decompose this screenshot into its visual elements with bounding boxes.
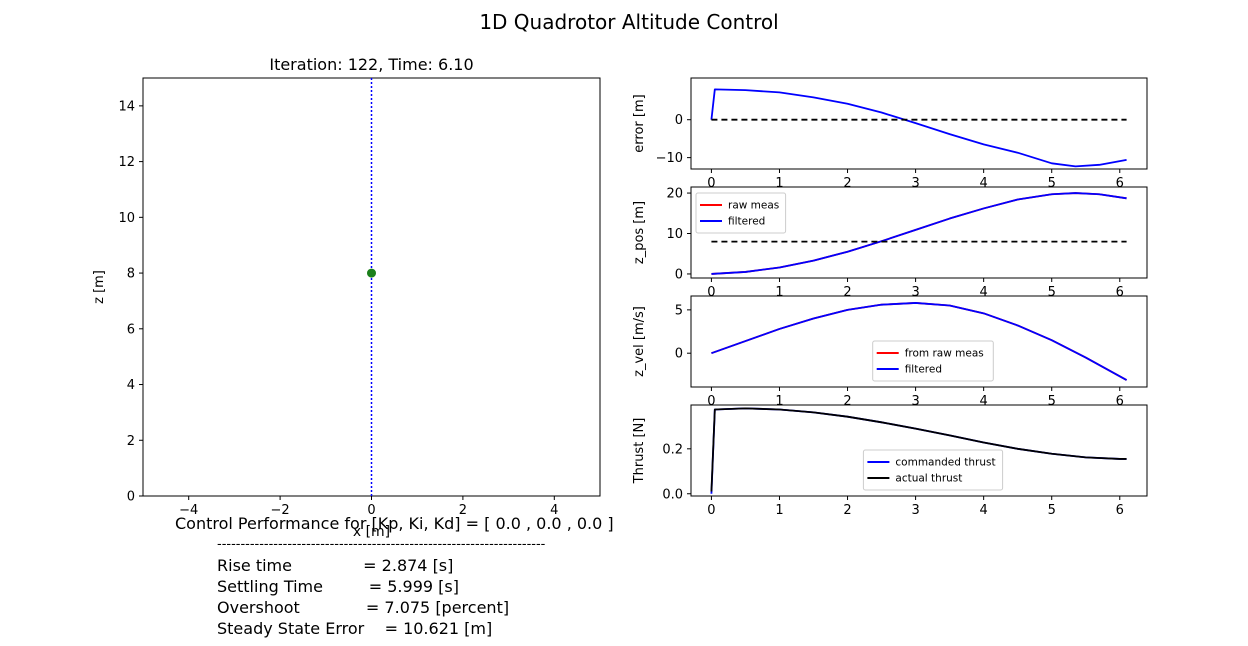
- legend-label: from raw meas: [905, 348, 984, 360]
- overshoot: Overshoot = 7.075 [percent]: [217, 598, 510, 617]
- legend-box: [872, 340, 994, 382]
- axes-frame: [690, 404, 1148, 497]
- y-tick-label: 0.0: [662, 487, 683, 502]
- legend-label: filtered: [728, 216, 765, 228]
- y-tick-label: 0: [675, 347, 683, 362]
- x-tick-label: 3: [911, 503, 919, 518]
- x-tick-label: 6: [1116, 176, 1124, 191]
- x-tick-label: 1: [775, 503, 783, 518]
- performance-separator: ----------------------------------------…: [217, 537, 546, 552]
- legend-box: [862, 449, 1004, 491]
- x-tick-label: 6: [1116, 394, 1124, 409]
- y-tick-label: 5: [675, 303, 683, 318]
- x-tick-label: 4: [550, 503, 558, 518]
- x-tick-label: 1: [775, 285, 783, 300]
- x-tick-label: 5: [1048, 285, 1056, 300]
- y-axis-label: z_pos [m]: [632, 201, 647, 264]
- x-tick-label: 3: [911, 176, 919, 191]
- subplot-3: 0 1 2 3 4 5 6 0 5 z_vel [m/s] from raw meas filtere…: [632, 295, 1148, 409]
- x-tick-label: 4: [980, 503, 988, 518]
- x-tick-label: 3: [911, 285, 919, 300]
- y-tick-label: 0: [675, 267, 683, 282]
- axes-frame: [690, 186, 1148, 279]
- legend: from raw meas filtered: [872, 340, 994, 382]
- x-tick-label: 2: [843, 394, 851, 409]
- subplot-0: −4 −2 0 2 4 0 2 4 6 8 10 12 14 Iteration: 122, Time: …: [92, 55, 601, 540]
- x-tick-label: 4: [980, 285, 988, 300]
- series-line-1: [711, 302, 1128, 381]
- x-tick-label: 4: [980, 394, 988, 409]
- series-line-0: [710, 88, 1127, 168]
- x-tick-label: 0: [707, 503, 715, 518]
- y-axis-label: Thrust [N]: [632, 418, 647, 485]
- y-tick-label: 0.2: [662, 442, 683, 457]
- subplot-1: 0 1 2 3 4 5 6 −10 0 error [m]: [632, 77, 1148, 191]
- rise-time: Rise time = 2.874 [s]: [217, 556, 454, 575]
- series-line-1: [710, 407, 1127, 492]
- steady-state-error: Steady State Error = 10.621 [m]: [217, 619, 493, 638]
- x-tick-label: 0: [707, 285, 715, 300]
- x-axis-label: x [m]: [353, 524, 390, 540]
- settling-time: Settling Time = 5.999 [s]: [217, 577, 459, 596]
- legend-label: commanded thrust: [895, 457, 995, 469]
- y-axis-label: z [m]: [92, 270, 107, 304]
- x-tick-label: 4: [980, 176, 988, 191]
- subplot-title: Iteration: 122, Time: 6.10: [269, 55, 473, 74]
- axes-frame: [690, 77, 1148, 170]
- series-line-1: [711, 192, 1127, 275]
- x-tick-label: 5: [1048, 394, 1056, 409]
- subplot-4: 0 1 2 3 4 5 6 0.0 0.2 Thrust [N] commanded thrust a…: [632, 404, 1148, 518]
- x-tick-label: 2: [459, 503, 467, 518]
- legend-box: [695, 192, 787, 234]
- x-tick-label: 5: [1048, 176, 1056, 191]
- data-point-0: [367, 268, 376, 278]
- y-tick-label: 10: [118, 211, 135, 226]
- x-tick-label: 5: [1048, 503, 1056, 518]
- x-tick-label: −2: [271, 503, 290, 518]
- y-tick-label: 0: [675, 113, 683, 128]
- subplot-2: 0 1 2 3 4 5 6 0 10 20 z_pos [m] raw meas filtered: [632, 186, 1148, 300]
- y-axis-label: error [m]: [632, 94, 647, 152]
- x-tick-label: −4: [179, 503, 198, 518]
- figure-title: 1D Quadrotor Altitude Control: [479, 10, 778, 34]
- legend-label: actual thrust: [895, 473, 962, 485]
- y-tick-label: −10: [656, 151, 683, 166]
- performance-header: Control Performance for [Kp, Ki, Kd] = […: [175, 514, 614, 533]
- y-tick-label: 4: [127, 378, 135, 393]
- x-tick-label: 3: [911, 394, 919, 409]
- y-tick-label: 8: [127, 267, 135, 282]
- x-tick-label: 2: [843, 503, 851, 518]
- x-tick-label: 0: [707, 394, 715, 409]
- x-tick-label: 2: [843, 176, 851, 191]
- x-tick-label: 0: [367, 503, 375, 518]
- x-tick-label: 6: [1116, 503, 1124, 518]
- legend: raw meas filtered: [695, 192, 787, 234]
- y-axis-label: z_vel [m/s]: [632, 306, 647, 377]
- x-tick-label: 1: [775, 176, 783, 191]
- y-tick-label: 20: [666, 187, 683, 202]
- y-tick-label: 14: [118, 99, 135, 114]
- y-tick-label: 10: [666, 227, 683, 242]
- legend-label: filtered: [905, 364, 942, 376]
- y-tick-label: 2: [127, 434, 135, 449]
- y-tick-label: 12: [118, 155, 135, 170]
- y-tick-label: 6: [127, 322, 135, 337]
- y-tick-label: 0: [127, 490, 135, 505]
- axes-frame: [690, 295, 1148, 388]
- legend: commanded thrust actual thrust: [862, 449, 1004, 491]
- x-tick-label: 2: [843, 285, 851, 300]
- legend-label: raw meas: [728, 200, 779, 212]
- x-tick-label: 0: [707, 176, 715, 191]
- x-tick-label: 6: [1116, 285, 1124, 300]
- x-tick-label: 1: [775, 394, 783, 409]
